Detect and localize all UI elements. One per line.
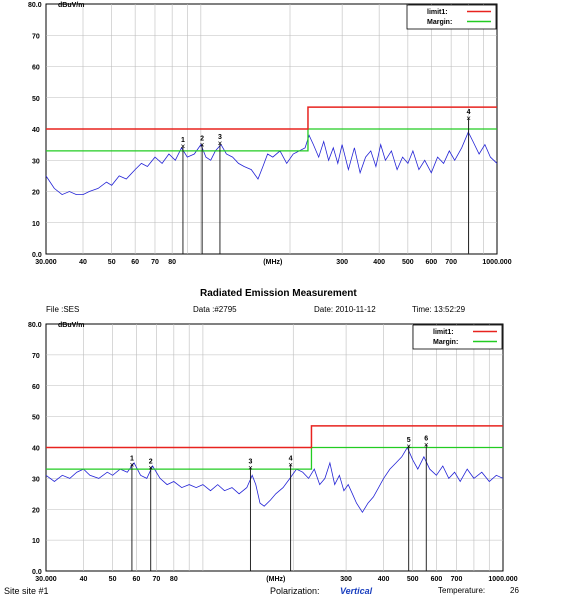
c0-x-tick-label: 500 (402, 259, 414, 266)
c1-y-tick-label: 70 (32, 353, 40, 360)
c0-series-margin (46, 128, 497, 152)
c1-y-top-label: 80.0 (28, 322, 42, 329)
c1-series-limit (46, 425, 503, 449)
file-label: File :SES (46, 305, 80, 314)
c0-marker-label: 1 (181, 137, 185, 144)
c0-x-tick-label: 50 (108, 259, 116, 266)
c1-y-tick-label: 10 (32, 538, 40, 545)
c1-series-trace (45, 446, 504, 514)
c1-marker-x: × (424, 440, 429, 449)
time-label: Time: 13:52:29 (412, 305, 466, 314)
c1-marker-label: 6 (424, 435, 428, 442)
c1-x-tick-label: 1000.000 (488, 576, 517, 583)
c1-x-tick-label: 70 (153, 576, 161, 583)
c0-x-tick-label: 600 (425, 259, 437, 266)
c0-marker-label: 2 (200, 136, 204, 143)
c1-marker-x: × (148, 464, 153, 473)
polarization-label: Polarization: (270, 586, 320, 596)
c0-legend-label: limit1: (427, 9, 448, 16)
c0-x-tick-label: 300 (336, 259, 348, 266)
c1-series-margin (46, 446, 503, 470)
data-label: Data :#2795 (193, 305, 237, 314)
c1-marker-label: 2 (149, 459, 153, 466)
c1-x-tick-label: 50 (109, 576, 117, 583)
c1-x-tick-label: 400 (378, 576, 390, 583)
c0-legend-box (406, 4, 497, 30)
temperature-value: 26 (510, 586, 519, 595)
c0-series-limit (46, 106, 497, 130)
c0-y-tick-label: 0.0 (32, 252, 42, 259)
c1-marker-label: 1 (130, 455, 134, 462)
c1-marker-label: 4 (289, 455, 293, 462)
c1-x-tick-label: 80 (170, 576, 178, 583)
c1-legend-box (412, 324, 503, 350)
c0-y-tick-label: 20 (32, 190, 40, 197)
c1-y-tick-label: 20 (32, 507, 40, 514)
c1-x-tick-label: 30.000 (35, 576, 57, 583)
c1-legend-label: limit1: (433, 329, 454, 336)
c1-x-unit-label: (MHz) (266, 576, 285, 583)
c0-x-tick-label: 70 (151, 259, 159, 266)
c1-marker-x: × (406, 442, 411, 451)
chart-title: Radiated Emission Measurement (200, 288, 357, 299)
c0-x-tick-label: 60 (131, 259, 139, 266)
c0-y-tick-label: 60 (32, 65, 40, 72)
c1-y-unit-label: dBuV/m (58, 322, 84, 329)
c0-y-tick-label: 30 (32, 158, 40, 165)
c0-x-tick-label: 400 (373, 259, 385, 266)
c1-legend-label: Margin: (433, 339, 458, 346)
temperature-label: Temperature: (438, 586, 486, 595)
c0-marker-x: × (181, 142, 186, 151)
c0-y-unit-label: dBuV/m (58, 2, 84, 9)
chart-bottom: Radiated Emission Measurement File :SES … (0, 282, 563, 604)
c0-marker-x: × (218, 139, 223, 148)
c0-x-tick-label: 700 (445, 259, 457, 266)
chart-bottom-plot: 80.0 dBuV/m 70 60 50 40 30 20 10 0.030.000 40 50 60 7… (28, 322, 518, 583)
c1-x-tick-label: 300 (340, 576, 352, 583)
c1-x-tick-label: 600 (431, 576, 443, 583)
c1-marker-label: 5 (407, 437, 411, 444)
c1-marker-x: × (288, 460, 293, 469)
c0-marker-label: 3 (218, 134, 222, 141)
c1-x-tick-label: 40 (80, 576, 88, 583)
c1-y-tick-label: 30 (32, 476, 40, 483)
c1-y-tick-label: 60 (32, 384, 40, 391)
polarization-value: Vertical (340, 586, 373, 596)
c0-y-top-label: 80.0 (28, 2, 42, 9)
c1-y-tick-label: 50 (32, 415, 40, 422)
chart-top: 80.0 dBuV/m 70 60 50 40 30 20 10 0.0 30.000 40 50 60 7… (0, 0, 563, 270)
c0-series-trace (45, 131, 498, 196)
c0-marker-x: × (466, 114, 471, 123)
c0-marker-x: × (200, 141, 205, 150)
c1-y-tick-label: 40 (32, 446, 40, 453)
c1-marker-x: × (130, 460, 135, 469)
c1-y-tick-label: 0.0 (32, 569, 42, 576)
c0-y-tick-label: 40 (32, 127, 40, 134)
c0-x-tick-label: 1000.000 (482, 259, 511, 266)
c1-x-tick-label: 500 (407, 576, 419, 583)
chart-top-plot: 80.0 dBuV/m 70 60 50 40 30 20 10 0.030.000 40 50 60 7… (28, 2, 512, 266)
c0-y-tick-label: 70 (32, 33, 40, 40)
c1-marker-label: 3 (248, 459, 252, 466)
c0-marker-label: 4 (467, 109, 471, 116)
c0-legend-label: Margin: (427, 19, 452, 26)
c0-x-tick-label: 30.000 (35, 259, 57, 266)
c0-x-unit-label: (MHz) (263, 259, 282, 266)
site-label: Site site #1 (4, 586, 49, 596)
c0-y-tick-label: 50 (32, 96, 40, 103)
date-label: Date: 2010-11-12 (314, 305, 376, 314)
c0-x-tick-label: 80 (168, 259, 176, 266)
c1-marker-x: × (248, 464, 253, 473)
c1-x-tick-label: 60 (132, 576, 140, 583)
c1-x-tick-label: 700 (451, 576, 463, 583)
c0-y-tick-label: 10 (32, 221, 40, 228)
c0-x-tick-label: 40 (79, 259, 87, 266)
